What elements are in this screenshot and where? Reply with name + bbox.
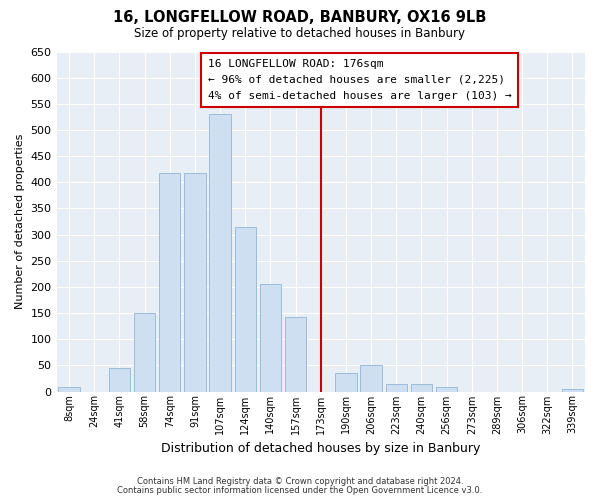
Bar — [436, 388, 457, 392]
Text: Contains public sector information licensed under the Open Government Licence v3: Contains public sector information licen… — [118, 486, 482, 495]
Bar — [235, 226, 256, 392]
Bar — [562, 389, 583, 392]
X-axis label: Distribution of detached houses by size in Banbury: Distribution of detached houses by size … — [161, 442, 481, 455]
Bar — [411, 384, 432, 392]
Bar — [260, 284, 281, 392]
Bar — [184, 174, 206, 392]
Bar — [285, 316, 307, 392]
Bar — [209, 114, 231, 392]
Bar — [134, 313, 155, 392]
Y-axis label: Number of detached properties: Number of detached properties — [15, 134, 25, 309]
Text: Contains HM Land Registry data © Crown copyright and database right 2024.: Contains HM Land Registry data © Crown c… — [137, 477, 463, 486]
Bar — [386, 384, 407, 392]
Text: 16 LONGFELLOW ROAD: 176sqm
← 96% of detached houses are smaller (2,225)
4% of se: 16 LONGFELLOW ROAD: 176sqm ← 96% of deta… — [208, 60, 511, 100]
Bar — [361, 366, 382, 392]
Text: Size of property relative to detached houses in Banbury: Size of property relative to detached ho… — [134, 28, 466, 40]
Bar — [335, 373, 356, 392]
Bar — [58, 388, 80, 392]
Bar — [159, 174, 181, 392]
Bar — [109, 368, 130, 392]
Text: 16, LONGFELLOW ROAD, BANBURY, OX16 9LB: 16, LONGFELLOW ROAD, BANBURY, OX16 9LB — [113, 10, 487, 25]
